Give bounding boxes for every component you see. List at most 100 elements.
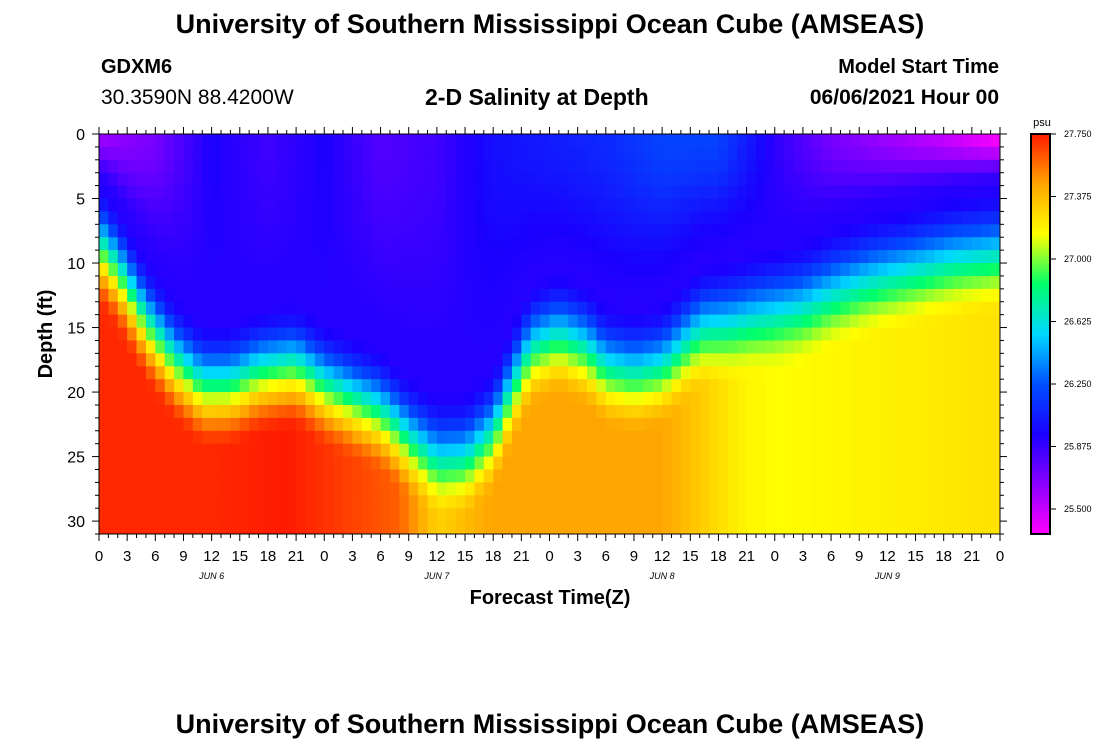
heatmap-cell: [755, 366, 766, 380]
heatmap-cell: [521, 327, 532, 342]
heatmap-cell: [502, 417, 513, 432]
heatmap-cell: [906, 250, 917, 264]
heatmap-cell: [962, 198, 973, 213]
heatmap-cell: [877, 366, 888, 380]
heatmap-cell: [136, 353, 147, 367]
heatmap-cell: [981, 417, 992, 432]
heatmap-cell: [793, 146, 804, 161]
heatmap-cell: [324, 224, 335, 238]
heatmap-cell: [399, 353, 410, 367]
heatmap-cell: [774, 301, 785, 316]
heatmap-cell: [192, 288, 203, 303]
heatmap-cell: [446, 353, 457, 367]
heatmap-cell: [671, 275, 682, 290]
heatmap-cell: [183, 417, 194, 432]
heatmap-cell: [296, 198, 307, 213]
heatmap-cell: [117, 456, 128, 471]
heatmap-cell: [258, 404, 269, 419]
heatmap-cell: [230, 314, 241, 329]
heatmap-cell: [690, 443, 701, 458]
heatmap-cell: [474, 404, 485, 419]
heatmap-cell: [286, 172, 297, 187]
heatmap-cell: [389, 340, 400, 354]
heatmap-cell: [174, 172, 185, 187]
heatmap-cell: [587, 263, 598, 277]
heatmap-cell: [924, 146, 935, 161]
heatmap-cell: [99, 275, 109, 290]
heatmap-cell: [558, 353, 569, 367]
heatmap-cell: [755, 456, 766, 471]
heatmap-cell: [962, 263, 973, 277]
heatmap-cell: [596, 430, 607, 445]
heatmap-cell: [164, 521, 175, 534]
heatmap-cell: [943, 417, 954, 432]
heatmap-cell: [746, 443, 757, 458]
heatmap-cell: [596, 404, 607, 419]
heatmap-cell: [249, 275, 260, 290]
heatmap-cell: [267, 146, 278, 161]
heatmap-cell: [587, 134, 598, 148]
heatmap-cell: [418, 314, 429, 329]
heatmap-cell: [709, 263, 720, 277]
heatmap-cell: [99, 250, 109, 264]
heatmap-cell: [361, 340, 372, 354]
heatmap-cell: [924, 443, 935, 458]
heatmap-cell: [333, 469, 344, 483]
heatmap-cell: [934, 301, 945, 316]
heatmap-cell: [511, 327, 522, 342]
heatmap-cell: [981, 134, 992, 148]
heatmap-cell: [202, 430, 213, 445]
heatmap-cell: [680, 366, 691, 380]
heatmap-cell: [840, 275, 851, 290]
heatmap-cell: [709, 469, 720, 483]
heatmap-cell: [192, 430, 203, 445]
heatmap-cell: [727, 172, 738, 187]
heatmap-cell: [887, 314, 898, 329]
heatmap-cell: [174, 366, 185, 380]
heatmap-cell: [615, 469, 626, 483]
heatmap-cell: [352, 417, 363, 432]
heatmap-cell: [221, 146, 231, 161]
heatmap-cell: [352, 340, 363, 354]
heatmap-cell: [943, 404, 954, 419]
heatmap-cell: [718, 379, 729, 393]
heatmap-cell: [455, 288, 466, 303]
heatmap-cell: [934, 159, 945, 174]
heatmap-cell: [502, 495, 513, 509]
heatmap-cell: [990, 404, 1000, 419]
heatmap-cell: [174, 250, 185, 264]
heatmap-cell: [840, 237, 851, 251]
heatmap-cell: [652, 250, 663, 264]
heatmap-cell: [249, 340, 260, 354]
heatmap-cell: [990, 482, 1000, 496]
heatmap-cell: [202, 508, 213, 522]
x-tick-label: 18: [710, 548, 727, 565]
heatmap-cell: [296, 443, 307, 458]
heatmap-cell: [680, 521, 691, 534]
heatmap-cell: [624, 211, 635, 225]
heatmap-cell: [915, 327, 926, 342]
heatmap-cell: [267, 263, 278, 277]
heatmap-cell: [831, 379, 842, 393]
heatmap-cell: [493, 443, 504, 458]
heatmap-cell: [239, 392, 250, 406]
heatmap-cell: [436, 521, 447, 534]
heatmap-cell: [765, 456, 776, 471]
heatmap-cell: [831, 224, 842, 238]
heatmap-cell: [765, 314, 776, 329]
heatmap-cell: [230, 172, 241, 187]
heatmap-cell: [493, 250, 504, 264]
heatmap-cell: [286, 250, 297, 264]
heatmap-cell: [924, 250, 935, 264]
heatmap-cell: [812, 366, 823, 380]
heatmap-cell: [840, 301, 851, 316]
x-tick-label: 12: [654, 548, 671, 565]
heatmap-cell: [793, 172, 804, 187]
heatmap-cell: [577, 417, 588, 432]
heatmap-cell: [587, 340, 598, 354]
heatmap-cell: [962, 211, 973, 225]
heatmap-cell: [493, 404, 504, 419]
heatmap-cell: [990, 237, 1000, 251]
heatmap-cell: [755, 250, 766, 264]
heatmap-cell: [793, 456, 804, 471]
